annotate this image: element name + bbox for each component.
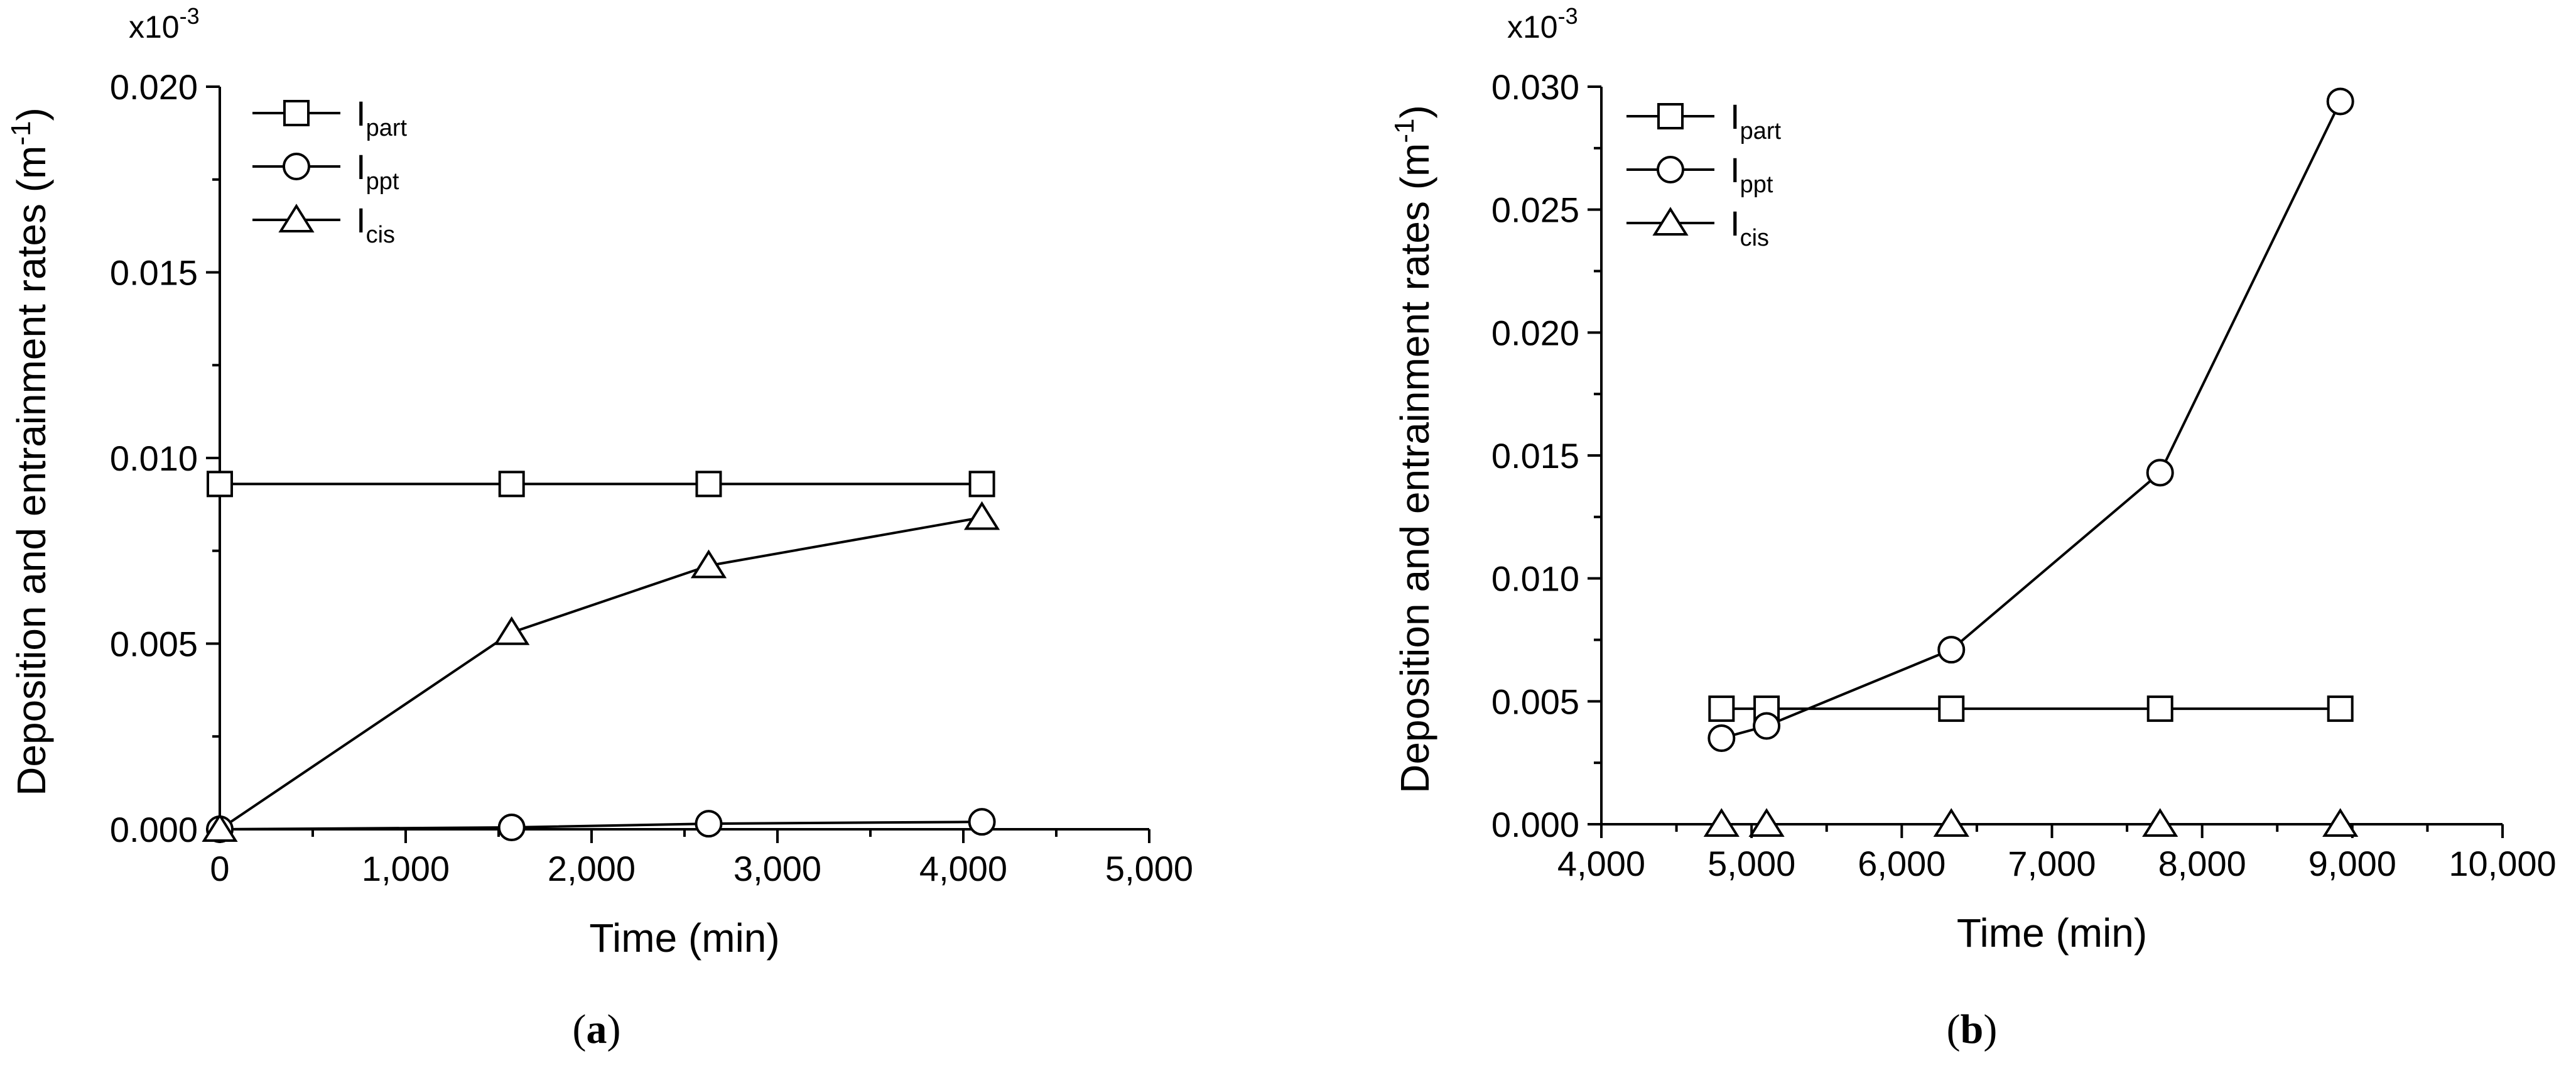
legend-entry-cis: Icis	[356, 200, 395, 248]
legend-entry-cis: Icis	[1730, 204, 1769, 251]
data-point-part	[2327, 695, 2354, 722]
x-tick-label: 8,000	[2158, 844, 2246, 883]
y-tick-label: 0.025	[1491, 190, 1579, 230]
series-line-cis	[219, 516, 982, 831]
panel-label: (a)	[573, 1006, 621, 1052]
data-point-cis	[963, 501, 1000, 530]
y-tick-label: 0.030	[1491, 67, 1579, 107]
data-point-cis	[202, 813, 238, 842]
y-tick-label: 0.010	[110, 439, 198, 478]
data-point-ppt	[695, 810, 723, 838]
data-point-part	[1708, 695, 1735, 722]
data-point-ppt	[1753, 712, 1781, 740]
data-point-ppt	[1707, 724, 1736, 753]
y-multiplier-label: x10-3	[129, 3, 200, 45]
x-tick-label: 3,000	[733, 849, 821, 888]
legend-entry-part: Ipart	[1730, 97, 1781, 144]
y-tick-label: 0.005	[1491, 682, 1579, 721]
data-point-part	[968, 471, 995, 498]
x-axis-title: Time (min)	[589, 915, 779, 961]
y-tick-label: 0.015	[1491, 436, 1579, 476]
x-axis-title: Time (min)	[1957, 910, 2147, 956]
y-tick-label: 0.005	[110, 624, 198, 664]
y-tick-label: 0.010	[1491, 559, 1579, 599]
legend-marker-cis	[1652, 207, 1689, 236]
data-point-ppt	[968, 808, 996, 836]
data-point-part	[1938, 695, 1965, 722]
data-point-cis	[1703, 808, 1740, 837]
data-point-part	[207, 471, 233, 498]
y-tick-label: 0.020	[110, 67, 198, 107]
legend-marker-part	[1657, 103, 1684, 129]
legend-marker-cis	[278, 204, 315, 232]
series-line-ppt	[1721, 101, 2342, 739]
data-point-cis	[690, 549, 727, 579]
y-tick-label: 0.000	[110, 810, 198, 849]
x-tick-label: 1,000	[362, 849, 450, 888]
data-point-part	[498, 471, 525, 498]
data-point-cis	[2142, 808, 2178, 837]
y-tick-label: 0.015	[110, 253, 198, 293]
x-tick-label: 2,000	[548, 849, 636, 888]
y-multiplier-label: x10-3	[1507, 3, 1578, 45]
chart-panel-a: 0 1,000 2,000 3,000 4,000 5,000 0.000 0.005 0.01…	[6, 3, 1193, 1052]
data-point-ppt	[497, 814, 526, 842]
data-point-part	[695, 471, 722, 498]
data-point-cis	[2322, 808, 2359, 837]
x-tick-label: 0	[210, 849, 229, 888]
y-axis-title: Deposition and entrainment rates (m-1)	[1389, 105, 1437, 793]
x-tick-label: 4,000	[919, 849, 1007, 888]
y-tick-label: 0.000	[1491, 805, 1579, 844]
x-tick-label: 10,000	[2449, 844, 2556, 883]
legend-marker-part	[283, 100, 310, 126]
y-tick-label: 0.020	[1491, 313, 1579, 352]
x-tick-label: 5,000	[1707, 844, 1795, 883]
x-tick-label: 5,000	[1105, 849, 1193, 888]
x-tick-label: 6,000	[1858, 844, 1946, 883]
x-tick-label: 4,000	[1557, 844, 1645, 883]
x-tick-label: 9,000	[2308, 844, 2396, 883]
data-point-cis	[494, 616, 530, 645]
series-line-ppt	[219, 820, 982, 831]
legend-entry-part: Ipart	[356, 94, 407, 141]
data-point-cis	[1933, 808, 1969, 837]
x-tick-label: 7,000	[2008, 844, 2096, 883]
legend-entry-ppt: Ippt	[1730, 150, 1773, 198]
legend-marker-ppt	[283, 153, 310, 180]
chart-panel-b: 4,000 5,000 6,000 7,000 8,000 9,000 10,000 0.00…	[1389, 3, 2557, 1052]
y-axis-title: Deposition and entrainment rates (m-1)	[6, 107, 54, 796]
data-point-cis	[1748, 808, 1785, 837]
data-point-ppt	[1937, 636, 1966, 664]
data-point-ppt	[2146, 459, 2174, 487]
legend-marker-ppt	[1657, 156, 1684, 183]
data-point-part	[2146, 695, 2173, 722]
panel-label: (b)	[1947, 1006, 1998, 1052]
data-point-ppt	[2326, 87, 2354, 116]
legend-entry-ppt: Ippt	[356, 147, 399, 195]
